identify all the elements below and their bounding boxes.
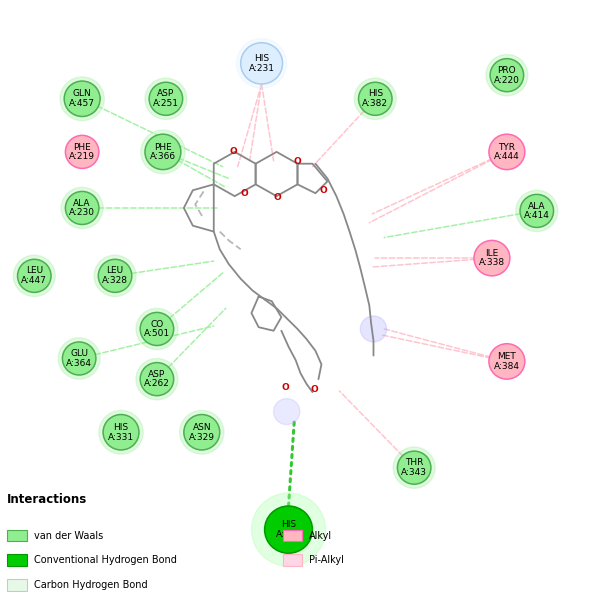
Circle shape — [63, 342, 96, 375]
Text: Interactions: Interactions — [7, 493, 88, 506]
Circle shape — [13, 255, 55, 296]
Text: PHE
A:366: PHE A:366 — [150, 142, 176, 161]
Text: Carbon Hydrogen Bond: Carbon Hydrogen Bond — [34, 580, 147, 590]
Circle shape — [393, 447, 435, 488]
Text: ASP
A:262: ASP A:262 — [144, 370, 170, 388]
Text: ALA
A:230: ALA A:230 — [69, 199, 95, 217]
Circle shape — [251, 493, 326, 566]
Text: CO
A:501: CO A:501 — [144, 320, 170, 339]
Text: O: O — [319, 186, 327, 195]
Circle shape — [474, 240, 510, 276]
Text: ASN
A:329: ASN A:329 — [189, 423, 215, 442]
Text: LEU
A:447: LEU A:447 — [22, 266, 47, 285]
Text: O: O — [240, 189, 248, 198]
Circle shape — [397, 451, 431, 484]
Text: O: O — [274, 193, 282, 202]
Text: Alkyl: Alkyl — [309, 531, 332, 541]
Text: ALA
A:414: ALA A:414 — [524, 202, 550, 220]
Circle shape — [516, 190, 558, 232]
Text: HIS
A:231: HIS A:231 — [249, 54, 275, 73]
Text: HIS
A:339: HIS A:339 — [275, 520, 302, 539]
FancyBboxPatch shape — [7, 579, 26, 591]
FancyBboxPatch shape — [282, 554, 302, 566]
Text: HIS
A:382: HIS A:382 — [362, 90, 388, 108]
Text: PRO
A:220: PRO A:220 — [494, 66, 520, 85]
FancyBboxPatch shape — [7, 530, 26, 541]
Text: Conventional Hydrogen Bond: Conventional Hydrogen Bond — [34, 555, 177, 565]
Circle shape — [273, 398, 300, 425]
Circle shape — [361, 316, 386, 342]
Text: Pi-Alkyl: Pi-Alkyl — [309, 555, 344, 565]
Circle shape — [184, 415, 220, 450]
Circle shape — [490, 59, 523, 92]
Circle shape — [359, 82, 392, 115]
Circle shape — [145, 78, 187, 119]
Circle shape — [140, 362, 174, 396]
Circle shape — [66, 135, 99, 168]
Circle shape — [180, 410, 224, 454]
Circle shape — [99, 410, 143, 454]
Text: HIS
A:331: HIS A:331 — [108, 423, 134, 442]
Text: ASP
A:251: ASP A:251 — [153, 90, 179, 108]
Circle shape — [136, 308, 178, 350]
Circle shape — [60, 77, 105, 120]
Circle shape — [141, 130, 185, 174]
Text: GLU
A:364: GLU A:364 — [66, 349, 92, 368]
Circle shape — [17, 259, 51, 292]
Text: GLN
A:457: GLN A:457 — [69, 90, 95, 108]
Text: TYR
A:444: TYR A:444 — [494, 142, 520, 161]
Circle shape — [99, 259, 132, 292]
Circle shape — [489, 344, 525, 379]
Circle shape — [61, 187, 103, 229]
Circle shape — [64, 81, 100, 116]
Text: ILE
A:338: ILE A:338 — [479, 249, 505, 267]
Circle shape — [58, 338, 100, 379]
Text: O: O — [311, 385, 319, 394]
Circle shape — [103, 415, 139, 450]
Circle shape — [145, 134, 181, 170]
FancyBboxPatch shape — [282, 530, 302, 541]
Text: van der Waals: van der Waals — [34, 531, 103, 541]
FancyBboxPatch shape — [7, 554, 26, 566]
Text: MET
A:384: MET A:384 — [494, 352, 520, 371]
Circle shape — [486, 55, 528, 96]
Circle shape — [240, 43, 282, 84]
Circle shape — [236, 39, 287, 88]
Circle shape — [94, 255, 136, 296]
Text: THR
A:343: THR A:343 — [401, 458, 427, 477]
Circle shape — [136, 359, 178, 400]
Text: LEU
A:328: LEU A:328 — [102, 266, 128, 285]
Text: O: O — [294, 157, 301, 167]
Text: O: O — [230, 148, 237, 157]
Circle shape — [149, 82, 183, 115]
Circle shape — [66, 192, 99, 225]
Circle shape — [489, 134, 525, 170]
Circle shape — [140, 313, 174, 346]
Circle shape — [355, 78, 396, 119]
Text: O: O — [282, 384, 290, 393]
Text: PHE
A:219: PHE A:219 — [69, 142, 95, 161]
Circle shape — [264, 506, 313, 553]
Circle shape — [520, 195, 554, 228]
